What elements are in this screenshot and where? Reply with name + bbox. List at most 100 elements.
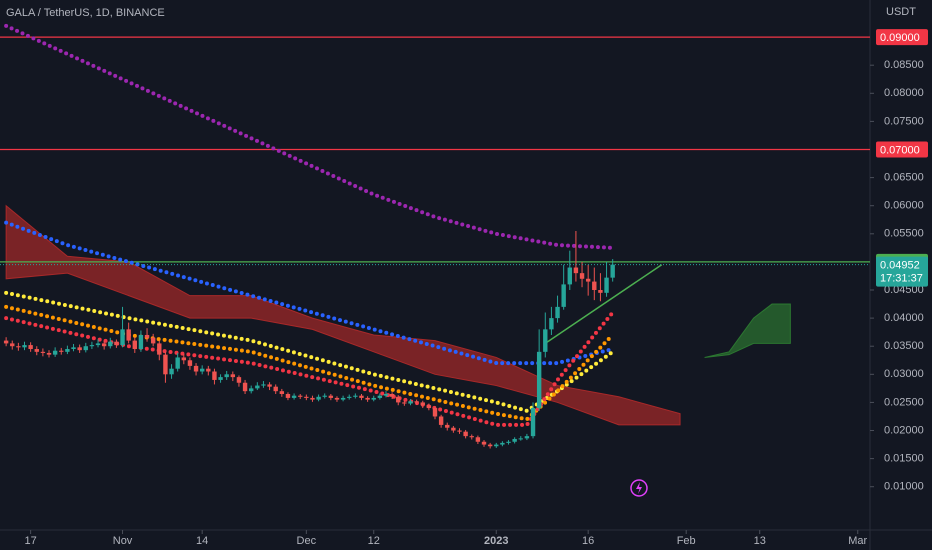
x-tick-label: Nov xyxy=(113,535,133,547)
candle-body xyxy=(579,273,585,279)
candle-body xyxy=(573,267,579,274)
countdown-label: 17:31:37 xyxy=(880,273,923,285)
candle-body xyxy=(298,395,303,397)
candle-body xyxy=(163,354,168,375)
candle-body xyxy=(463,431,468,437)
candle-body xyxy=(377,395,383,398)
candle-body xyxy=(598,290,603,293)
candle-body xyxy=(316,396,321,400)
candle-body xyxy=(543,329,548,352)
y-tick-label: 0.03500 xyxy=(884,340,924,352)
y-tick-label: 0.08500 xyxy=(884,59,924,71)
y-tick-label: 0.02000 xyxy=(884,424,924,436)
candle-body xyxy=(144,334,150,338)
candle-body xyxy=(494,444,499,447)
y-tick-label: 0.04500 xyxy=(884,284,924,296)
last-price-label: 0.04952 xyxy=(880,260,920,272)
y-tick-label: 0.02500 xyxy=(884,396,924,408)
candle-body xyxy=(52,350,58,355)
candle-body xyxy=(230,374,236,378)
y-tick-label: 0.04000 xyxy=(884,312,924,324)
candle-body xyxy=(487,444,493,447)
candle-body xyxy=(150,337,156,344)
candle-body xyxy=(291,395,297,398)
candle-body xyxy=(114,341,119,346)
x-tick-label: 16 xyxy=(582,535,594,547)
candle-body xyxy=(273,386,278,392)
candle-body xyxy=(310,397,315,400)
candle-body xyxy=(469,436,474,438)
candle-body xyxy=(77,347,82,351)
candle-body xyxy=(396,396,401,403)
cloud xyxy=(5,204,681,426)
candle-body xyxy=(10,343,15,347)
candle-body xyxy=(120,329,125,346)
candle-body xyxy=(432,408,438,417)
candle-body xyxy=(169,368,174,375)
candle-body xyxy=(518,438,523,440)
candle-body xyxy=(218,377,223,380)
moving-average xyxy=(4,23,615,250)
candle-body xyxy=(322,395,327,397)
candle-body xyxy=(445,424,450,428)
candle-body xyxy=(334,397,340,400)
candle-body xyxy=(16,346,21,348)
candle-body xyxy=(328,395,334,398)
y-tick-label: 0.07500 xyxy=(884,115,924,127)
candle-body xyxy=(59,350,64,352)
candle-body xyxy=(353,395,358,397)
candle-body xyxy=(65,349,70,352)
chart-title: GALA / TetherUS, 1D, BINANCE xyxy=(6,7,165,19)
candle-body xyxy=(187,360,193,366)
candle-body xyxy=(530,408,536,437)
candle-body xyxy=(267,384,272,387)
candle-body xyxy=(512,438,517,442)
candle-body xyxy=(34,349,39,352)
candle-body xyxy=(347,396,352,398)
candle-body xyxy=(414,401,419,403)
candle-body xyxy=(181,357,187,361)
candle-body xyxy=(261,384,266,386)
candle-body xyxy=(40,351,46,353)
x-tick-label: Feb xyxy=(677,535,696,547)
price-badge xyxy=(876,141,928,158)
candle-body xyxy=(206,368,211,372)
candle-body xyxy=(506,441,511,443)
candle-body xyxy=(555,306,560,319)
y-tick-label: 0.01000 xyxy=(884,481,924,493)
y-tick-label: 0.06000 xyxy=(884,200,924,212)
candle-body xyxy=(549,318,554,330)
candle-body xyxy=(255,385,260,389)
candle-body xyxy=(242,382,248,392)
candle-body xyxy=(95,343,101,346)
y-tick-label: 0.08000 xyxy=(884,87,924,99)
candle-body xyxy=(304,396,309,398)
moving-average xyxy=(4,304,615,422)
candle-body xyxy=(279,391,285,394)
candle-body xyxy=(567,267,572,285)
y-tick-label: 0.03000 xyxy=(884,368,924,380)
y-tick-label: 0.05500 xyxy=(884,228,924,240)
price-badge-label: 0.09000 xyxy=(880,32,920,44)
candle-body xyxy=(285,393,291,398)
last-price-badge xyxy=(876,256,928,287)
candle-body xyxy=(212,371,217,380)
candle-body xyxy=(199,368,205,372)
cloud xyxy=(704,303,791,358)
candle-body xyxy=(236,377,242,383)
candle-body xyxy=(193,365,199,372)
candle-body xyxy=(524,436,530,439)
candle-body xyxy=(592,281,597,291)
x-tick-label: 13 xyxy=(754,535,766,547)
candle-body xyxy=(340,397,346,400)
candle-body xyxy=(46,352,52,355)
candle-body xyxy=(585,278,591,282)
candle-body xyxy=(426,405,432,409)
x-tick-label: Dec xyxy=(297,535,317,547)
candle-body xyxy=(3,340,9,344)
candle-body xyxy=(420,402,425,406)
candle-body xyxy=(371,397,376,400)
candle-body xyxy=(451,427,456,431)
x-tick-label: 14 xyxy=(196,535,208,547)
